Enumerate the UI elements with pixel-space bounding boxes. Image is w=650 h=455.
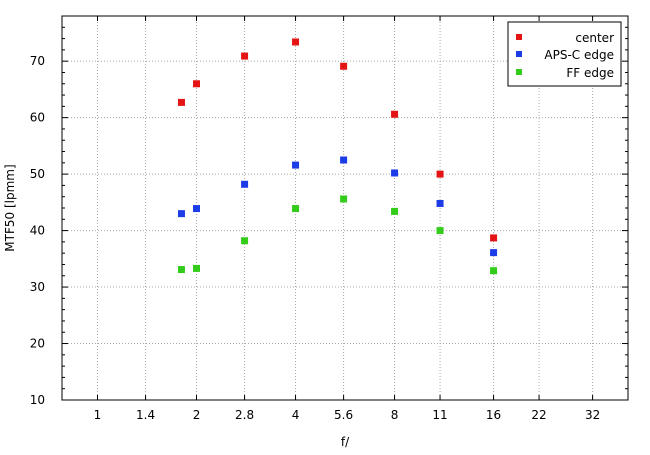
x-tick-label: 2 bbox=[193, 408, 201, 422]
data-point-aps-c-edge bbox=[177, 210, 185, 218]
x-tick-label: 4 bbox=[292, 408, 300, 422]
y-tick-label: 70 bbox=[30, 54, 45, 68]
data-point-aps-c-edge bbox=[292, 161, 300, 169]
data-point-aps-c-edge bbox=[490, 249, 498, 257]
x-tick-label: 1.4 bbox=[136, 408, 155, 422]
y-axis-label: MTF50 [lpmm] bbox=[3, 164, 17, 251]
marker-layer bbox=[177, 38, 498, 275]
x-tick-label: 32 bbox=[585, 408, 600, 422]
data-point-center bbox=[340, 62, 348, 70]
data-point-center bbox=[292, 38, 300, 46]
x-tick-label: 1 bbox=[94, 408, 102, 422]
data-point-center bbox=[436, 170, 444, 178]
data-point-ff-edge bbox=[490, 267, 498, 275]
x-tick-label: 2.8 bbox=[235, 408, 254, 422]
legend: center APS-C edge FF edge bbox=[507, 21, 622, 87]
y-tick-label: 60 bbox=[30, 111, 45, 125]
data-point-aps-c-edge bbox=[436, 199, 444, 207]
data-point-aps-c-edge bbox=[241, 180, 249, 188]
data-point-center bbox=[193, 80, 201, 88]
data-point-ff-edge bbox=[292, 205, 300, 213]
data-point-ff-edge bbox=[436, 227, 444, 235]
data-point-center bbox=[177, 98, 185, 106]
data-point-ff-edge bbox=[391, 207, 399, 215]
legend-swatch-aps-c-edge bbox=[516, 51, 522, 57]
x-tick-label: 5.6 bbox=[334, 408, 353, 422]
data-point-ff-edge bbox=[193, 264, 201, 272]
data-point-center bbox=[490, 234, 498, 242]
data-point-aps-c-edge bbox=[193, 205, 201, 213]
legend-label-center: center bbox=[575, 31, 614, 45]
y-tick-label: 20 bbox=[30, 337, 45, 351]
data-point-ff-edge bbox=[340, 195, 348, 203]
x-axis-label: f/ bbox=[341, 435, 350, 449]
legend-label-ff-edge: FF edge bbox=[566, 66, 614, 80]
y-tick-label: 40 bbox=[30, 224, 45, 238]
x-tick-label: 8 bbox=[391, 408, 399, 422]
data-point-ff-edge bbox=[241, 237, 249, 245]
legend-label-aps-c-edge: APS-C edge bbox=[544, 48, 614, 62]
y-tick-label: 50 bbox=[30, 167, 45, 181]
data-point-aps-c-edge bbox=[391, 169, 399, 177]
y-tick-label: 30 bbox=[30, 280, 45, 294]
data-point-ff-edge bbox=[177, 266, 185, 274]
data-point-aps-c-edge bbox=[340, 156, 348, 164]
tick-layer: 1 1.4 2 2.8 4 5.6 8 11 16 22 32 10 20 30 40 50 60 70 bbox=[30, 15, 628, 422]
x-tick-label: 22 bbox=[531, 408, 546, 422]
legend-swatch-ff-edge bbox=[516, 69, 522, 75]
data-point-center bbox=[241, 52, 249, 60]
legend-swatch-center bbox=[516, 34, 522, 40]
x-tick-label: 11 bbox=[432, 408, 447, 422]
y-tick-label: 10 bbox=[30, 393, 45, 407]
data-point-center bbox=[391, 110, 399, 118]
legend-box bbox=[507, 21, 622, 87]
x-tick-label: 16 bbox=[486, 408, 501, 422]
